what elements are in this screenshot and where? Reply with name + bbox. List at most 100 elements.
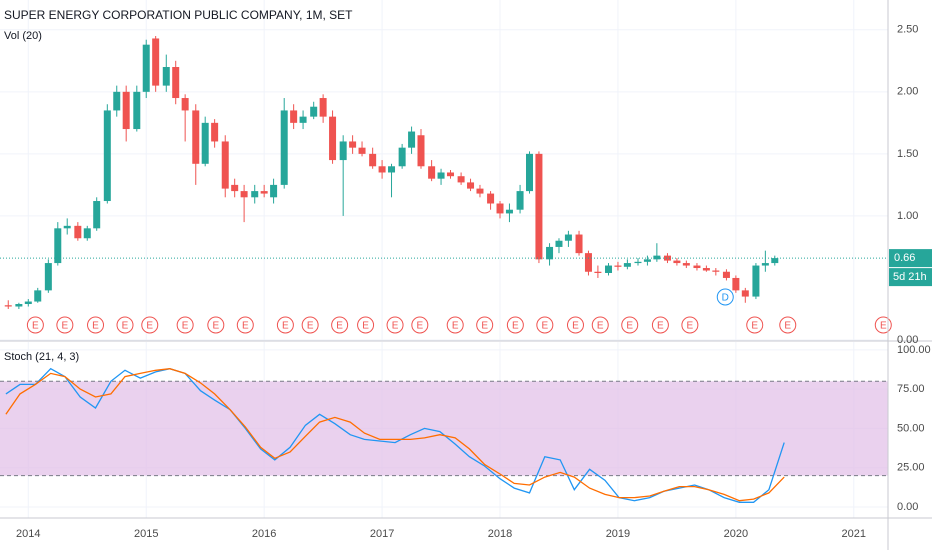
candle-body bbox=[54, 228, 62, 264]
candle-body bbox=[546, 246, 554, 260]
event-label: E bbox=[92, 321, 99, 332]
stoch-line bbox=[5, 367, 785, 503]
event-label: E bbox=[784, 321, 791, 332]
candle-body bbox=[516, 191, 524, 210]
event-marker bbox=[331, 316, 349, 334]
y-tick-label: 0.00 bbox=[897, 334, 918, 346]
candle-body bbox=[741, 290, 749, 297]
event-marker bbox=[476, 316, 494, 334]
axes: 0.00 1.00 1.50 2.00 2.50 0.66 5d 21h 0.00 25.00 5… bbox=[16, 24, 932, 540]
event-marker bbox=[386, 316, 404, 334]
event-label: E bbox=[512, 321, 519, 332]
candle-body bbox=[752, 265, 760, 297]
event-marker bbox=[779, 316, 797, 334]
x-tick-label: 2019 bbox=[606, 528, 630, 540]
event-marker bbox=[56, 316, 74, 334]
event-label: E bbox=[880, 321, 887, 332]
event-marker bbox=[207, 316, 225, 334]
candle-body bbox=[446, 172, 454, 177]
candle-body bbox=[614, 265, 622, 267]
candle-body bbox=[663, 255, 671, 261]
event-marker bbox=[874, 316, 892, 334]
event-marker bbox=[746, 316, 764, 334]
candle-body bbox=[575, 234, 583, 254]
y-tick-label: 2.50 bbox=[897, 24, 918, 36]
grid bbox=[0, 0, 888, 518]
candle-body bbox=[408, 131, 416, 148]
candle-body bbox=[505, 209, 513, 214]
event-marker bbox=[506, 316, 524, 334]
event-marker bbox=[566, 316, 584, 334]
candle-body bbox=[643, 259, 651, 262]
event-marker bbox=[176, 316, 194, 334]
candle-body bbox=[771, 258, 779, 264]
candle-body bbox=[270, 184, 278, 198]
candle-body bbox=[605, 265, 613, 273]
candle-body bbox=[280, 110, 288, 185]
x-tick-label: 2017 bbox=[370, 528, 394, 540]
candle-body bbox=[122, 91, 130, 130]
y-tick-label: 50.00 bbox=[897, 422, 925, 434]
y-tick-label: 0.00 bbox=[897, 501, 918, 513]
y-tick-label: 1.00 bbox=[897, 210, 918, 222]
marks: E E E E E E E E E E E E E E E E E E E E E E E D E E E bbox=[0, 35, 892, 503]
candle-body bbox=[113, 91, 121, 111]
event-label: E bbox=[416, 321, 423, 332]
candle-body bbox=[133, 91, 141, 130]
y-tick-label: 100.00 bbox=[897, 344, 931, 356]
event-label: E bbox=[32, 321, 39, 332]
last-price-label: 0.66 bbox=[894, 252, 915, 264]
x-tick-label: 2016 bbox=[252, 528, 276, 540]
x-tick-label: 2015 bbox=[134, 528, 158, 540]
event-label: E bbox=[212, 321, 219, 332]
candle-body bbox=[398, 147, 406, 167]
event-label: D bbox=[722, 293, 729, 304]
event-marker bbox=[621, 316, 639, 334]
candle-body bbox=[702, 268, 710, 271]
event-marker bbox=[141, 316, 159, 334]
candle-body bbox=[525, 153, 533, 192]
candle-body bbox=[339, 141, 347, 161]
candle-body bbox=[358, 147, 366, 154]
x-tick-label: 2021 bbox=[842, 528, 866, 540]
event-marker bbox=[536, 316, 554, 334]
candle-body bbox=[299, 116, 307, 123]
candle-body bbox=[319, 98, 327, 117]
event-label: E bbox=[597, 321, 604, 332]
candle-body bbox=[142, 44, 150, 92]
candle-body bbox=[251, 191, 259, 198]
event-marker bbox=[276, 316, 294, 334]
indicator-title: Stoch (21, 4, 3) bbox=[4, 351, 79, 363]
candle-body bbox=[388, 166, 396, 173]
event-marker bbox=[116, 316, 134, 334]
event-label: E bbox=[146, 321, 153, 332]
candle-body bbox=[437, 172, 445, 179]
candle-body bbox=[487, 193, 495, 204]
candle-body bbox=[103, 110, 111, 202]
candle-body bbox=[74, 225, 82, 239]
y-tick-label: 75.00 bbox=[897, 383, 925, 395]
candle-body bbox=[732, 277, 740, 291]
candle-body bbox=[83, 228, 91, 239]
y-tick-label: 1.50 bbox=[897, 148, 918, 160]
candle-body bbox=[172, 67, 180, 99]
event-marker bbox=[681, 316, 699, 334]
event-label: E bbox=[362, 321, 369, 332]
event-marker bbox=[357, 316, 375, 334]
candle-body bbox=[152, 38, 160, 86]
candle-body bbox=[682, 263, 690, 266]
event-label: E bbox=[452, 321, 459, 332]
candle-body bbox=[476, 188, 484, 194]
event-label: E bbox=[242, 321, 249, 332]
candle-body bbox=[162, 67, 170, 86]
event-label: E bbox=[122, 321, 129, 332]
candle-body bbox=[369, 153, 377, 167]
event-marker bbox=[301, 316, 319, 334]
candle-body bbox=[496, 203, 504, 214]
event-marker bbox=[411, 316, 429, 334]
event-label: E bbox=[687, 321, 694, 332]
band-fill bbox=[0, 381, 888, 476]
countdown-label: 5d 21h bbox=[893, 271, 927, 283]
candle-body bbox=[673, 260, 681, 264]
